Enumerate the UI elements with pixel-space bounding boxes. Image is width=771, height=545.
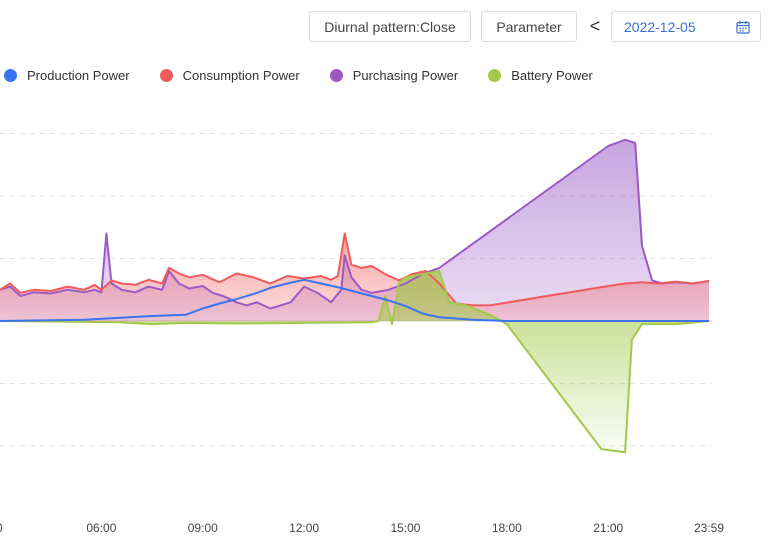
date-value: 2022-12-05 <box>624 18 696 35</box>
chart-lines <box>0 138 710 454</box>
date-picker[interactable]: 2022-12-05 <box>611 11 761 42</box>
x-tick-2: 09:00 <box>188 521 218 535</box>
line-consumption-power <box>0 232 710 307</box>
legend-item-consumption[interactable]: Consumption Power <box>159 67 300 83</box>
legend-label-production: Production Power <box>27 67 130 83</box>
legend-item-battery[interactable]: Battery Power <box>488 68 593 83</box>
chart-areas <box>0 139 709 453</box>
x-axis-ticks: 0 06:00 09:00 12:00 15:00 18:00 21:00 23:59 <box>0 521 724 535</box>
x-tick-4: 15:00 <box>390 521 420 535</box>
previous-day-icon[interactable]: < <box>589 16 601 36</box>
legend-item-production[interactable]: Production Power <box>4 68 130 83</box>
diurnal-pattern-button[interactable]: Diurnal pattern:Close <box>309 11 471 42</box>
legend-dot-production <box>4 68 17 82</box>
legend-dot-purchasing <box>329 68 343 82</box>
x-tick-6: 21:00 <box>593 521 623 535</box>
calendar-icon <box>736 20 750 34</box>
chart-toolbar: Diurnal pattern:Close Parameter < 2022-1… <box>309 10 761 43</box>
legend-label-purchasing: Purchasing Power <box>352 67 459 83</box>
x-tick-5: 18:00 <box>492 521 522 535</box>
legend-dot-consumption <box>159 68 173 82</box>
legend-dot-battery <box>488 68 502 82</box>
legend-item-purchasing[interactable]: Purchasing Power <box>329 67 459 83</box>
x-tick-1: 06:00 <box>86 521 116 535</box>
line-production-power <box>0 278 709 322</box>
x-tick-3: 12:00 <box>289 521 319 535</box>
line-purchasing-power <box>0 138 710 310</box>
x-tick-0: 0 <box>0 521 3 535</box>
legend-label-consumption: Consumption Power <box>182 67 300 83</box>
area-purchasing-power <box>0 139 709 321</box>
area-battery-power <box>0 271 709 453</box>
legend-label-battery: Battery Power <box>511 67 593 83</box>
parameter-button[interactable]: Parameter <box>481 11 577 42</box>
x-tick-7: 23:59 <box>694 521 724 535</box>
line-battery-power <box>0 270 710 454</box>
chart-legend: Production Power Consumption Power Purch… <box>0 64 623 86</box>
